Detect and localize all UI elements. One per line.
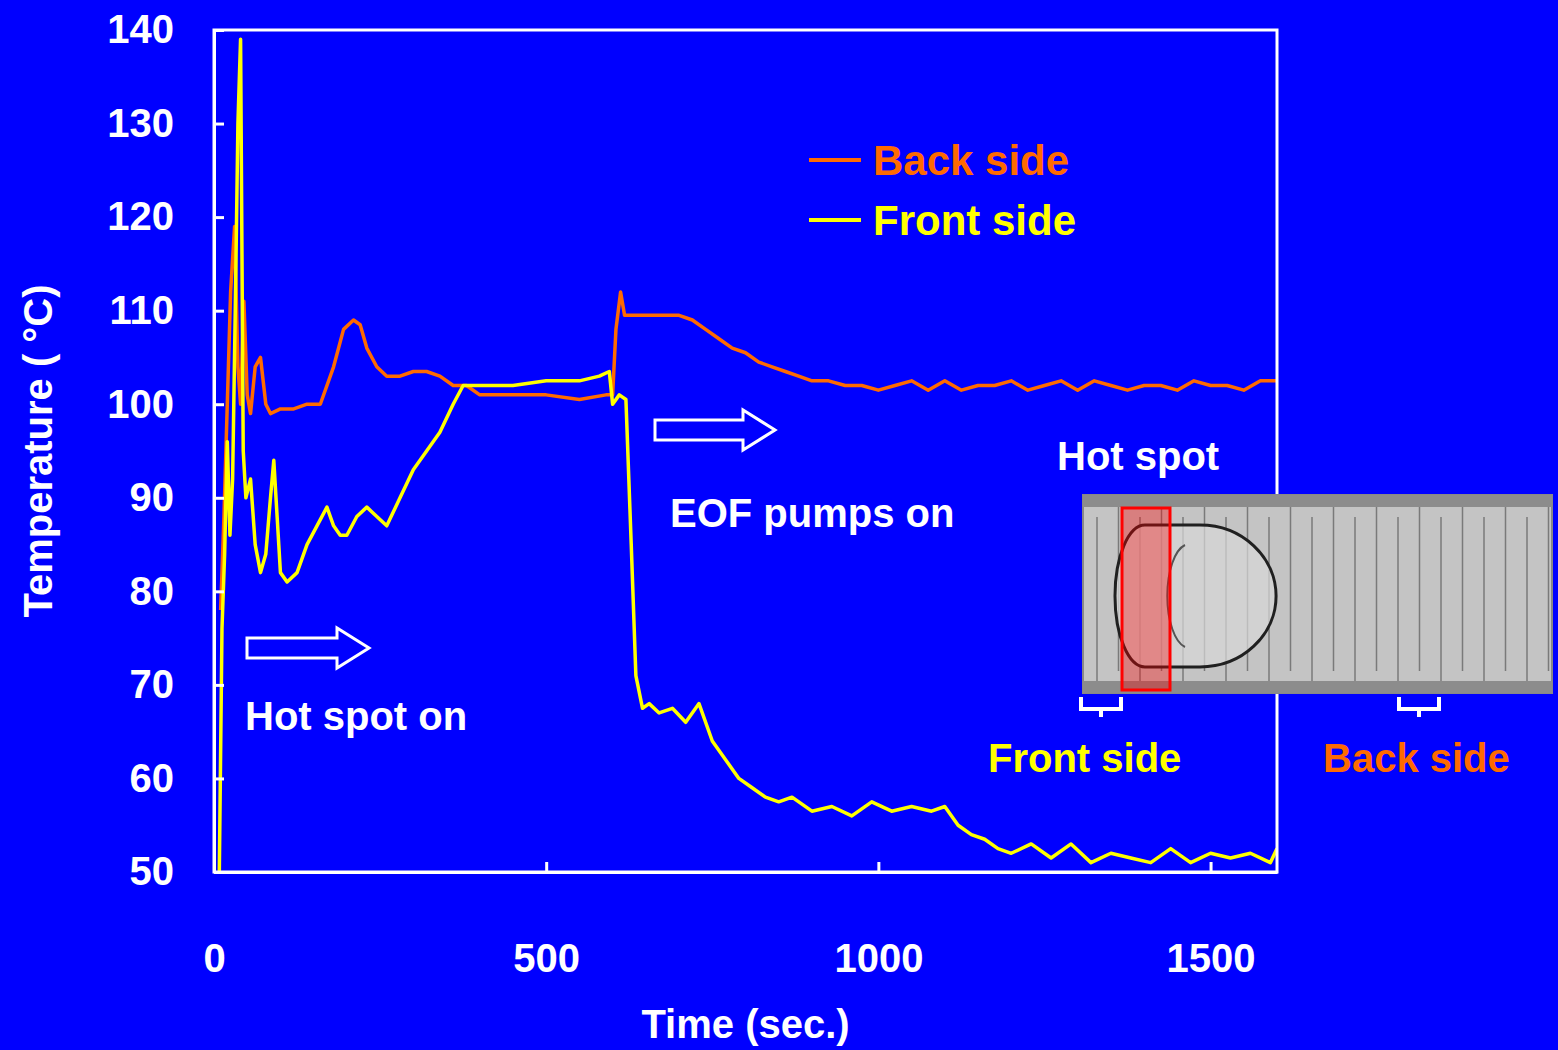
tick: 90: [130, 475, 225, 519]
tick-label: 120: [107, 194, 174, 238]
tick-mark: [214, 123, 224, 126]
tick-mark: [214, 497, 224, 500]
arrow: [247, 628, 369, 668]
tick-mark: [877, 862, 880, 872]
tick: 500: [513, 862, 580, 980]
x-axis-title: Time (sec.): [641, 1002, 849, 1046]
legend-label: Back side: [873, 137, 1069, 184]
tick-mark: [545, 862, 548, 872]
tick-label: 110: [109, 288, 174, 332]
inset-image: [1083, 495, 1552, 693]
tick: 100: [107, 382, 224, 426]
electrode: [1483, 517, 1485, 681]
legend-swatch: [809, 218, 861, 222]
tick: 80: [130, 569, 225, 613]
annotation: EOF pumps on: [670, 491, 954, 535]
axis-line: [213, 31, 216, 873]
electrode: [1096, 517, 1098, 681]
electrode: [1354, 517, 1356, 681]
legend: Back side Front side: [809, 137, 1076, 244]
legend-swatch: [809, 158, 861, 162]
tick-label: 50: [130, 849, 175, 893]
electrode: [1290, 507, 1292, 671]
tick: 140: [107, 7, 224, 51]
tick-mark: [214, 684, 224, 687]
bracket: [1399, 697, 1439, 717]
annotation: Hot spot on: [245, 694, 467, 738]
tick-mark: [214, 310, 224, 313]
electrode: [1548, 507, 1550, 671]
annotation: Hot spot: [1057, 434, 1219, 478]
chart-svg: 50 60 70 80 90 100 110 120 130 140 0 500 1000 1500 Tim…: [0, 0, 1558, 1050]
tick: 70: [130, 662, 225, 706]
tick: 60: [130, 756, 225, 800]
tick-mark: [214, 777, 224, 780]
electrode: [1462, 507, 1464, 671]
annotation: Front side: [988, 736, 1181, 780]
tick-mark: [1210, 862, 1213, 872]
plot-frame: [214, 30, 1277, 872]
electrode: [1333, 507, 1335, 671]
tick-label: 0: [203, 936, 225, 980]
tick-label: 1000: [834, 936, 923, 980]
electrode: [1397, 517, 1399, 681]
tick-label: 130: [107, 101, 174, 145]
tick-label: 80: [130, 569, 175, 613]
tick: 0: [203, 862, 225, 980]
arrow: [655, 410, 775, 450]
tick: 120: [107, 194, 224, 238]
electrode: [1505, 507, 1507, 671]
tick-label: 70: [130, 662, 175, 706]
tick-mark: [214, 403, 224, 406]
electrode: [1311, 517, 1313, 681]
background: [0, 0, 1558, 1050]
tick-label: 140: [107, 7, 174, 51]
tick-label: 1500: [1167, 936, 1256, 980]
tick-label: 60: [130, 756, 175, 800]
inset-band: [1083, 495, 1552, 507]
bracket: [1081, 697, 1121, 717]
tick: 1000: [834, 862, 923, 980]
electrode: [1440, 517, 1442, 681]
tick-mark: [214, 29, 224, 32]
annotation: Back side: [1323, 736, 1510, 780]
tick: 1500: [1167, 862, 1256, 980]
plot-area: [219, 39, 1277, 872]
tick-mark: [214, 216, 224, 219]
electrode: [1526, 517, 1528, 681]
axis-line: [215, 871, 1278, 874]
tick-label: 100: [107, 382, 174, 426]
y-axis-title: Temperature ( °C): [16, 284, 60, 617]
tick-mark: [214, 590, 224, 593]
legend-label: Front side: [873, 197, 1076, 244]
x-axis: 0 500 1000 1500: [203, 862, 1277, 980]
electrode: [1419, 507, 1421, 671]
y-axis: 50 60 70 80 90 100 110 120 130 140: [107, 7, 224, 893]
tick-label: 90: [130, 475, 175, 519]
hot-spot-marker: [1122, 508, 1170, 690]
tick: 130: [107, 101, 224, 145]
tick: 110: [109, 288, 224, 332]
tick-mark: [213, 862, 216, 872]
inset-frame: [1083, 495, 1552, 693]
tick: 50: [130, 849, 225, 893]
series-line: [219, 39, 1277, 872]
tick-label: 500: [513, 936, 580, 980]
electrode: [1376, 507, 1378, 671]
